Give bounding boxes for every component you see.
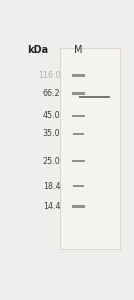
- Text: 25.0: 25.0: [43, 157, 60, 166]
- Text: kDa: kDa: [27, 45, 48, 55]
- Bar: [72, 160, 85, 162]
- Text: 18.4: 18.4: [43, 182, 60, 191]
- Bar: [72, 205, 85, 208]
- Text: 35.0: 35.0: [43, 130, 60, 139]
- Text: 116.0: 116.0: [38, 71, 60, 80]
- Bar: [60, 47, 120, 248]
- Text: M: M: [74, 45, 83, 55]
- Text: 66.2: 66.2: [43, 89, 60, 98]
- Bar: [72, 92, 85, 94]
- Bar: [72, 74, 85, 76]
- Text: 14.4: 14.4: [43, 202, 60, 211]
- Bar: [79, 95, 110, 98]
- Bar: [73, 185, 84, 188]
- Bar: [72, 115, 85, 117]
- Bar: [73, 133, 84, 135]
- Text: 45.0: 45.0: [43, 111, 60, 120]
